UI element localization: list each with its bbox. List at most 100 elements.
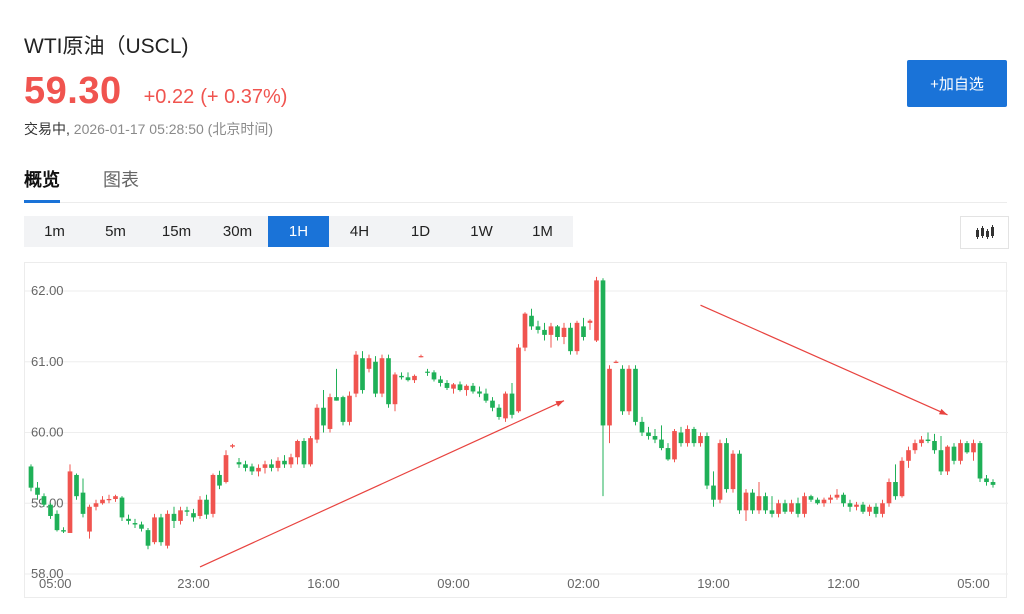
add-to-watchlist-button[interactable]: +加自选 bbox=[907, 60, 1007, 107]
instrument-title: WTI原油（USCL) bbox=[24, 35, 189, 58]
interval-1d[interactable]: 1D bbox=[410, 223, 431, 240]
candle bbox=[581, 317, 586, 341]
tab-chart[interactable]: 图表 bbox=[103, 166, 139, 192]
candle bbox=[633, 365, 638, 426]
candle-body bbox=[321, 407, 326, 426]
candle bbox=[301, 438, 307, 468]
candle-body bbox=[119, 497, 125, 518]
candlestick-chart-svg[interactable]: 62.00 61.00 60.00 59.00 58.00 05:00 23:00 16:0… bbox=[25, 263, 1008, 599]
interval-selector: 1m 5m 15m 30m 1H 4H 1D 1W 1M bbox=[24, 216, 573, 247]
candle bbox=[184, 506, 190, 516]
candle-body bbox=[672, 431, 677, 460]
candle-body bbox=[457, 384, 463, 391]
candle bbox=[951, 443, 957, 465]
candle-body bbox=[789, 503, 794, 512]
y-tick-label: 61.00 bbox=[31, 354, 64, 369]
candle bbox=[67, 464, 73, 533]
y-tick-label: 58.00 bbox=[31, 566, 64, 581]
candle bbox=[925, 432, 931, 444]
candle-body bbox=[93, 503, 99, 507]
candle-body bbox=[438, 379, 443, 383]
candle bbox=[626, 365, 632, 415]
candle bbox=[412, 374, 417, 383]
candle bbox=[672, 428, 677, 463]
candle-body bbox=[386, 358, 391, 405]
candle bbox=[197, 496, 203, 519]
candle bbox=[41, 493, 47, 507]
candle bbox=[347, 391, 352, 426]
interval-1w[interactable]: 1W bbox=[470, 223, 493, 240]
candle bbox=[795, 497, 801, 518]
candle bbox=[490, 397, 495, 412]
candle-body bbox=[243, 464, 248, 468]
interval-1mo[interactable]: 1M bbox=[532, 223, 553, 240]
candle-body bbox=[470, 385, 476, 392]
candle-body bbox=[262, 464, 268, 468]
candle-body bbox=[568, 327, 573, 352]
candle bbox=[841, 492, 846, 507]
candle bbox=[243, 460, 248, 472]
candle-body bbox=[113, 496, 118, 500]
interval-4h[interactable]: 4H bbox=[349, 223, 370, 240]
candle-body bbox=[353, 354, 359, 394]
candle bbox=[808, 494, 814, 502]
candle-body bbox=[483, 393, 489, 401]
tab-overview[interactable]: 概览 bbox=[24, 166, 60, 192]
candle-body bbox=[587, 320, 593, 323]
candle-body bbox=[828, 497, 833, 500]
candle-body bbox=[919, 439, 924, 444]
candle-body bbox=[418, 356, 424, 358]
candle bbox=[431, 370, 437, 382]
candle bbox=[477, 386, 482, 398]
candle bbox=[756, 482, 762, 514]
candle-body bbox=[249, 466, 255, 472]
candle bbox=[932, 433, 937, 454]
interval-5m[interactable]: 5m bbox=[105, 223, 126, 240]
interval-15m[interactable]: 15m bbox=[161, 223, 192, 240]
candle-body bbox=[782, 503, 788, 512]
chart-type-button[interactable] bbox=[960, 216, 1009, 249]
candle bbox=[100, 496, 105, 505]
price-change: +0.22 bbox=[143, 86, 195, 108]
quote-timestamp: 2026-01-17 05:28:50 bbox=[73, 121, 204, 137]
candle-body bbox=[750, 492, 755, 511]
candle bbox=[594, 276, 599, 342]
candles bbox=[28, 276, 996, 550]
candle bbox=[340, 395, 346, 426]
candle-body bbox=[665, 448, 671, 460]
price-chart[interactable]: 62.00 61.00 60.00 59.00 58.00 05:00 23:00 16:0… bbox=[24, 262, 1008, 599]
candle bbox=[789, 499, 794, 514]
candle bbox=[145, 528, 151, 550]
status-row: 交易中, 2026-01-17 05:28:50 (北京时间) bbox=[24, 119, 273, 139]
candle-body bbox=[236, 462, 242, 465]
interval-1h[interactable]: 1H bbox=[268, 216, 329, 247]
candle bbox=[28, 464, 34, 492]
candle-body bbox=[444, 382, 450, 388]
candle bbox=[256, 464, 261, 477]
interval-30m[interactable]: 30m bbox=[222, 223, 253, 240]
candle-body bbox=[529, 315, 534, 327]
candle bbox=[503, 391, 508, 422]
candle-body bbox=[54, 513, 60, 531]
candle bbox=[834, 489, 840, 500]
candle-body bbox=[451, 384, 456, 389]
candle bbox=[126, 514, 131, 525]
candle-body bbox=[847, 503, 853, 507]
candle-body bbox=[334, 397, 339, 401]
candle-body bbox=[698, 436, 703, 444]
candle bbox=[236, 457, 242, 468]
candle-body bbox=[880, 503, 885, 514]
candle-body bbox=[626, 368, 632, 412]
candle bbox=[691, 426, 697, 447]
grid-lines bbox=[25, 290, 1008, 575]
candle bbox=[906, 446, 911, 468]
candle bbox=[35, 482, 40, 500]
candle-body bbox=[633, 368, 638, 422]
candle-body bbox=[106, 499, 112, 501]
interval-1m[interactable]: 1m bbox=[44, 223, 65, 240]
candle bbox=[516, 344, 521, 413]
candle-body bbox=[425, 371, 430, 373]
candle bbox=[555, 324, 560, 341]
candle-body bbox=[158, 517, 164, 543]
last-price: 59.30 bbox=[24, 70, 122, 112]
